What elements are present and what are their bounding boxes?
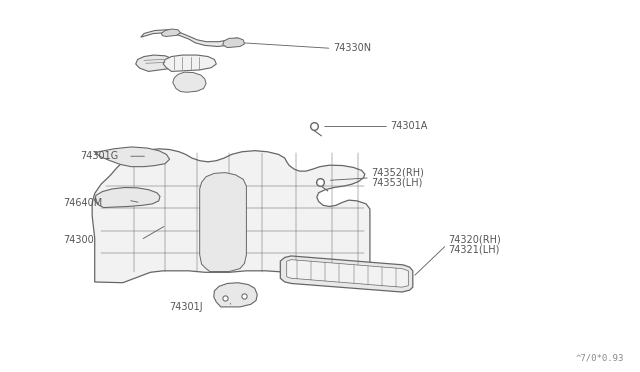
Polygon shape	[200, 173, 246, 272]
Text: 74353(LH): 74353(LH)	[371, 177, 422, 187]
Polygon shape	[161, 29, 180, 36]
Polygon shape	[173, 72, 206, 92]
Polygon shape	[214, 283, 257, 307]
Text: 74300: 74300	[63, 235, 93, 245]
Text: 74321(LH): 74321(LH)	[448, 244, 499, 254]
Text: 74301A: 74301A	[390, 122, 428, 131]
Polygon shape	[163, 55, 216, 71]
Polygon shape	[287, 260, 408, 287]
Polygon shape	[280, 256, 413, 292]
Polygon shape	[141, 30, 242, 46]
Text: 74320(RH): 74320(RH)	[448, 235, 500, 245]
Text: 74301G: 74301G	[80, 151, 118, 161]
Text: 74640M: 74640M	[63, 198, 102, 208]
Text: ^7/0*0.93: ^7/0*0.93	[575, 354, 624, 363]
Polygon shape	[95, 147, 170, 167]
Text: 74330N: 74330N	[333, 44, 371, 53]
Text: 74301J: 74301J	[170, 302, 204, 312]
Polygon shape	[223, 38, 244, 48]
Text: 74352(RH): 74352(RH)	[371, 168, 424, 178]
Polygon shape	[95, 187, 160, 208]
Polygon shape	[92, 149, 370, 283]
Polygon shape	[136, 55, 174, 71]
